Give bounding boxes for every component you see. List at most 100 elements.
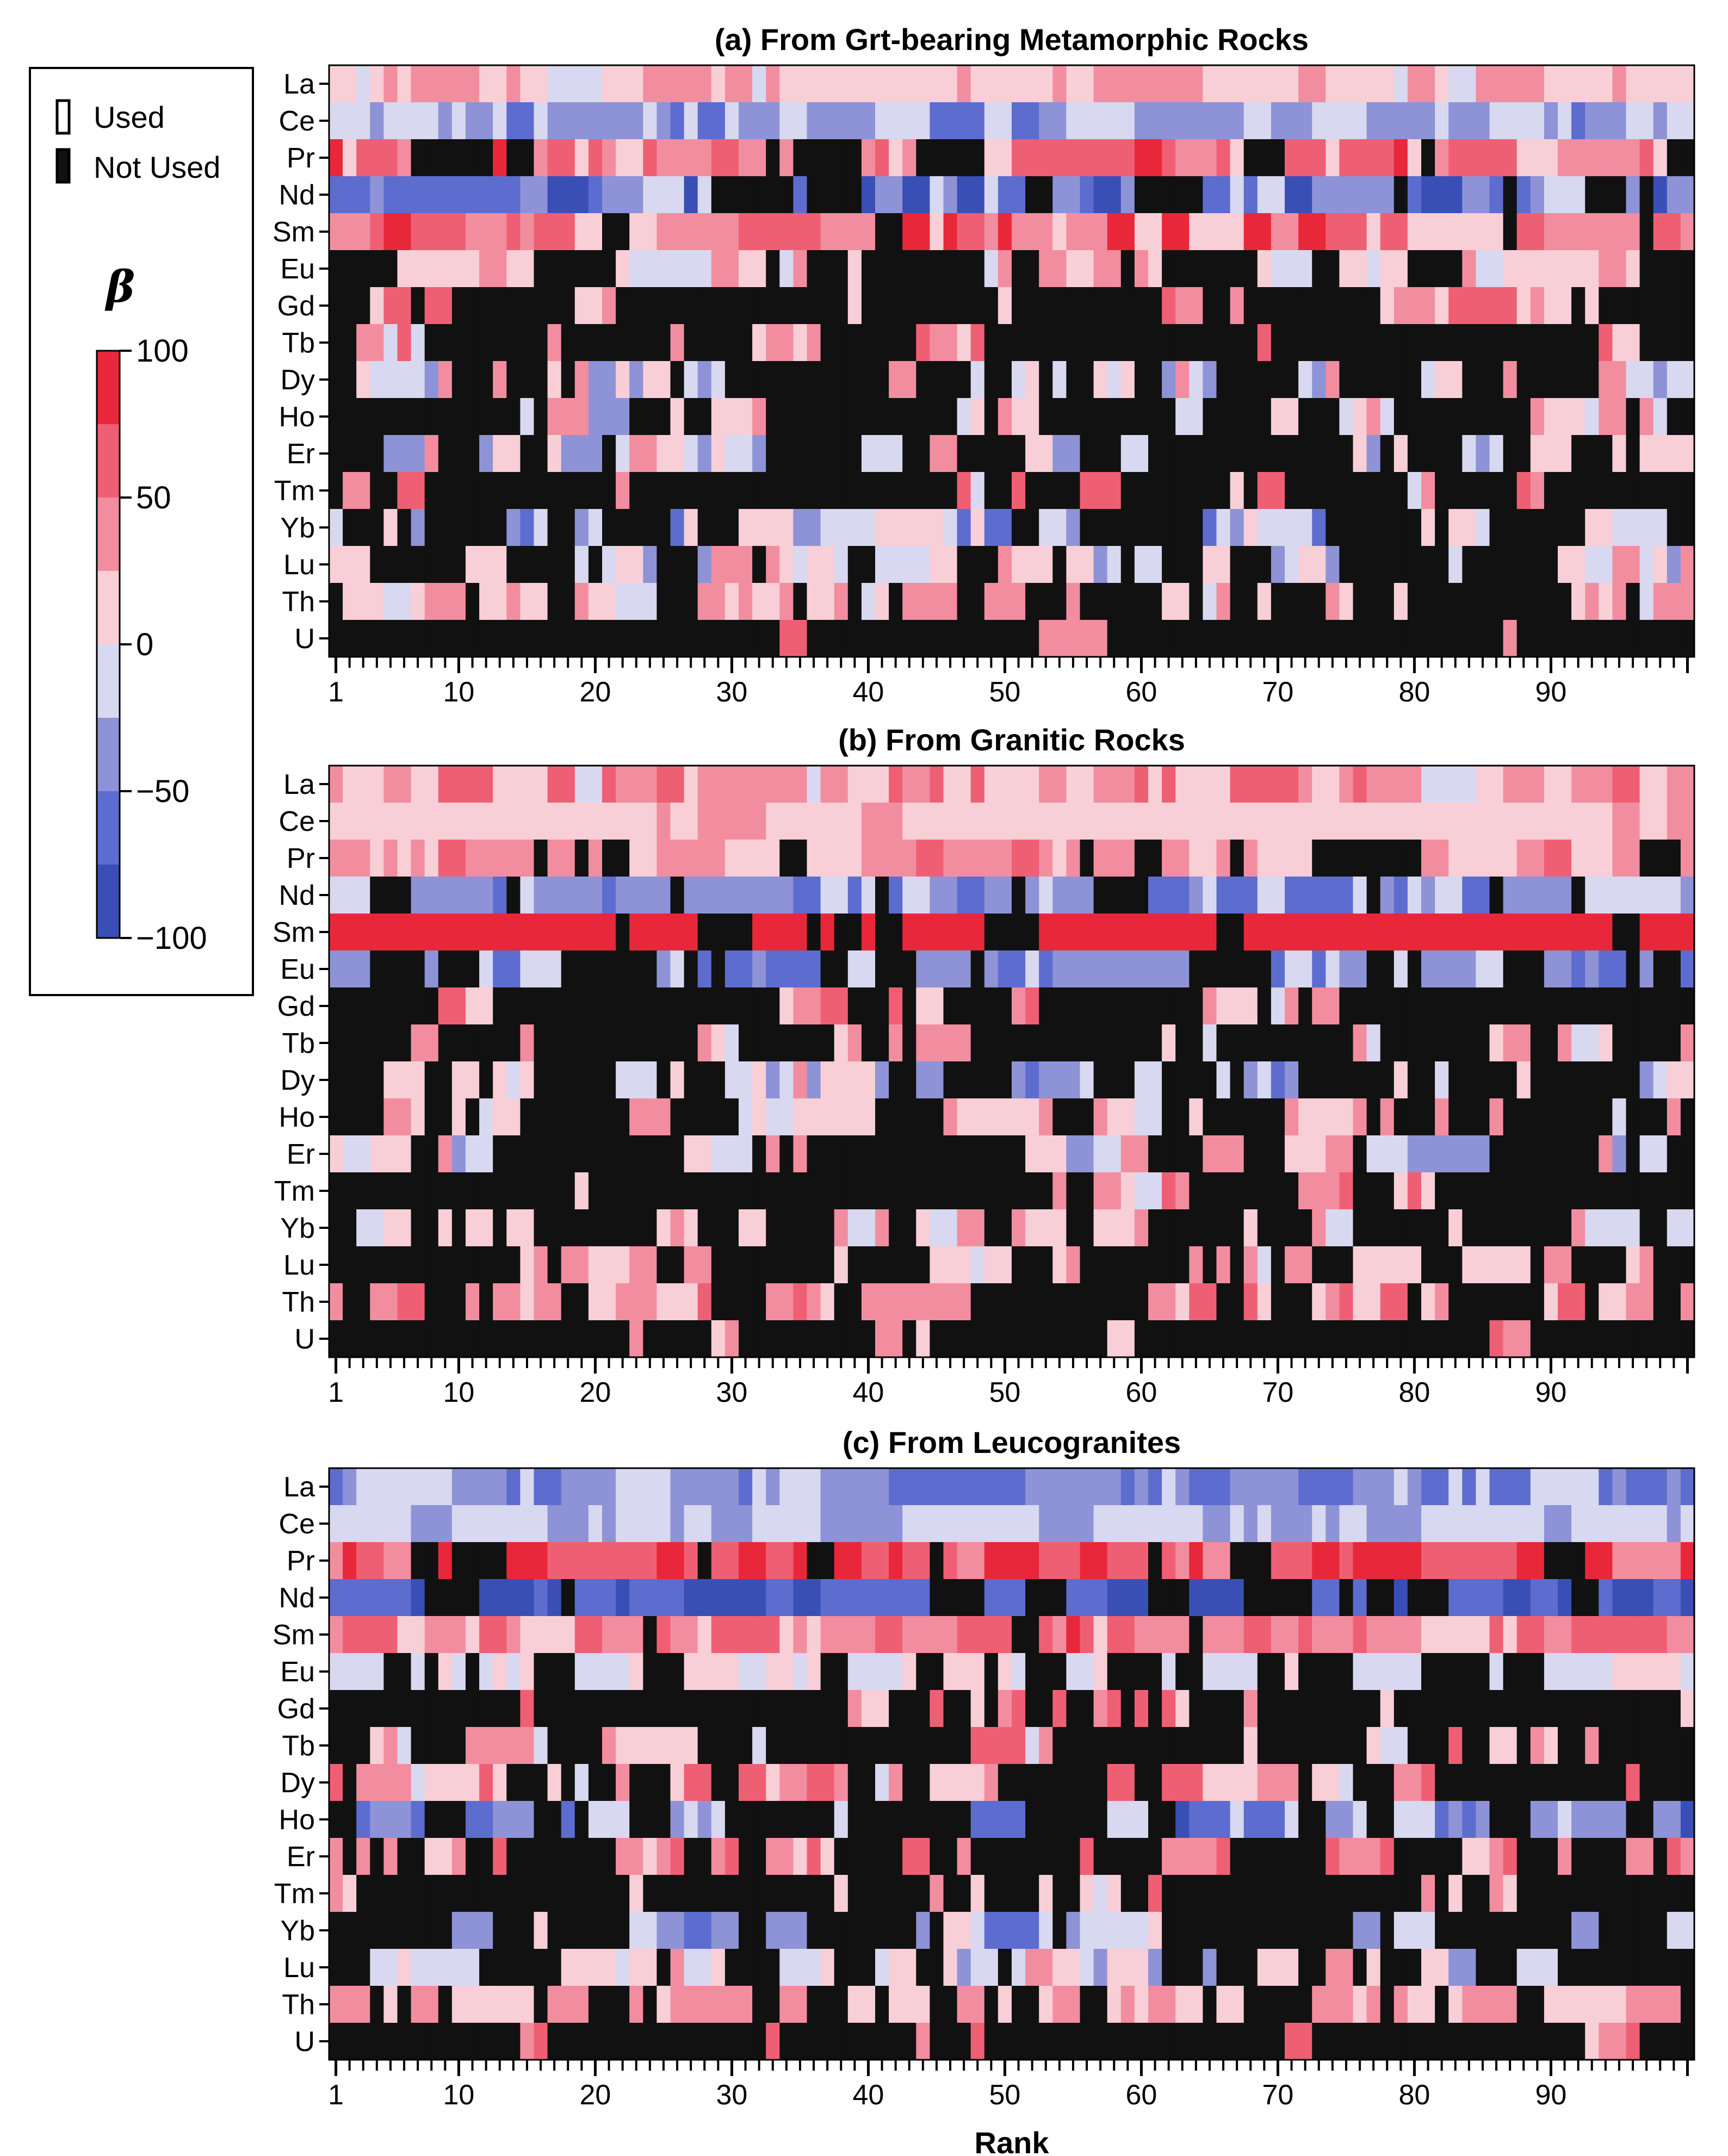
heatmap-cell bbox=[1148, 583, 1162, 620]
row-label-nd: Nd bbox=[279, 179, 315, 211]
heatmap-cell bbox=[902, 1283, 916, 1321]
heatmap-cell bbox=[943, 1135, 958, 1173]
heatmap-cell bbox=[998, 1024, 1012, 1062]
heatmap-cell bbox=[561, 840, 575, 877]
heatmap-cell bbox=[1353, 1653, 1367, 1691]
heatmap-cell bbox=[1326, 287, 1340, 325]
heatmap-cell bbox=[889, 1135, 903, 1173]
heatmap-cell bbox=[1639, 1801, 1654, 1838]
heatmap-cell bbox=[329, 1468, 343, 1506]
heatmap-cell bbox=[438, 1246, 453, 1284]
heatmap-cell bbox=[1476, 435, 1490, 473]
heatmap-cell bbox=[1134, 324, 1149, 362]
heatmap-cell bbox=[1435, 766, 1449, 803]
heatmap-cell bbox=[847, 1283, 862, 1321]
heatmap-cell bbox=[930, 583, 944, 620]
heatmap-cell bbox=[1585, 1135, 1599, 1173]
heatmap-cell bbox=[1366, 139, 1381, 177]
heatmap-cell bbox=[902, 1912, 916, 1949]
heatmap-cell bbox=[1012, 398, 1026, 436]
heatmap-cell bbox=[1544, 987, 1558, 1025]
heatmap-cell bbox=[1107, 877, 1122, 914]
heatmap-cell bbox=[1148, 1468, 1162, 1506]
heatmap-cell bbox=[889, 766, 903, 803]
heatmap-cell bbox=[343, 950, 357, 988]
heatmap-cell bbox=[1353, 803, 1367, 840]
heatmap-cell bbox=[1380, 766, 1395, 803]
heatmap-cell bbox=[684, 1616, 698, 1654]
heatmap-cell bbox=[1230, 583, 1244, 620]
heatmap-cell bbox=[534, 1801, 548, 1838]
heatmap-cell bbox=[1257, 102, 1272, 140]
heatmap-cell bbox=[1530, 1838, 1545, 1875]
heatmap-cell bbox=[451, 213, 466, 251]
heatmap-cell bbox=[957, 1135, 971, 1173]
heatmap-cell bbox=[766, 987, 780, 1025]
heatmap-cell bbox=[984, 1246, 999, 1284]
heatmap-cell bbox=[1230, 546, 1244, 583]
heatmap-cell bbox=[520, 1949, 535, 1986]
heatmap-cell bbox=[424, 509, 439, 546]
heatmap-cell bbox=[766, 1468, 780, 1506]
heatmap-cell bbox=[520, 1875, 535, 1912]
heatmap-cell bbox=[984, 877, 999, 914]
heatmap-cell bbox=[1558, 1690, 1572, 1728]
heatmap-cell bbox=[451, 1616, 466, 1654]
heatmap-cell bbox=[1230, 1209, 1244, 1247]
heatmap-cell bbox=[957, 324, 971, 362]
heatmap-cell bbox=[356, 1764, 370, 1801]
heatmap-cell bbox=[697, 1912, 712, 1949]
heatmap-cell bbox=[930, 1320, 944, 1358]
heatmap-cell bbox=[1476, 766, 1490, 803]
heatmap-cell bbox=[1162, 766, 1176, 803]
heatmap-cell bbox=[902, 583, 916, 620]
heatmap-cell bbox=[697, 583, 712, 620]
heatmap-cell bbox=[1326, 1098, 1340, 1136]
heatmap-cell bbox=[1339, 1764, 1354, 1801]
heatmap-cell bbox=[1107, 1320, 1122, 1358]
heatmap-cell bbox=[616, 1209, 630, 1247]
heatmap-cell bbox=[411, 1283, 425, 1321]
heatmap-cell bbox=[343, 361, 357, 399]
heatmap-cell bbox=[1216, 1172, 1231, 1210]
heatmap-cell bbox=[343, 1542, 357, 1580]
heatmap-cell bbox=[875, 398, 889, 436]
heatmap-cell bbox=[534, 1949, 548, 1986]
heatmap-cell bbox=[930, 287, 944, 325]
heatmap-cell bbox=[1489, 1875, 1504, 1912]
heatmap-cell bbox=[1216, 620, 1231, 657]
heatmap-cell bbox=[329, 1912, 343, 1949]
heatmap-cell bbox=[534, 1172, 548, 1210]
heatmap-cell bbox=[834, 803, 848, 840]
heatmap-cell bbox=[1680, 546, 1695, 583]
heatmap-cell bbox=[356, 1986, 370, 2023]
heatmap-cell bbox=[1120, 840, 1135, 877]
heatmap-cell bbox=[383, 1061, 398, 1099]
heatmap-cell bbox=[520, 1135, 535, 1173]
heatmap-cell bbox=[1380, 546, 1395, 583]
heatmap-cell bbox=[1503, 766, 1518, 803]
heatmap-cell bbox=[1012, 509, 1026, 546]
heatmap-cell bbox=[1326, 1764, 1340, 1801]
heatmap-cell bbox=[1489, 766, 1504, 803]
heatmap-cell bbox=[588, 914, 603, 951]
heatmap-cell bbox=[1175, 1579, 1190, 1617]
heatmap-cell bbox=[1052, 1098, 1067, 1136]
heatmap-cell bbox=[793, 287, 808, 325]
heatmap-cell bbox=[1271, 987, 1285, 1025]
heatmap-cell bbox=[697, 1616, 712, 1654]
heatmap-cell bbox=[1243, 1949, 1258, 1986]
heatmap-cell bbox=[739, 546, 753, 583]
heatmap-cell bbox=[1285, 1172, 1299, 1210]
heatmap-cell bbox=[1667, 1764, 1681, 1801]
heatmap-cell bbox=[656, 1024, 671, 1062]
heatmap-cell bbox=[1667, 287, 1681, 325]
heatmap-cell bbox=[1448, 950, 1463, 988]
heatmap-cell bbox=[1216, 1061, 1231, 1099]
heatmap-cell bbox=[1435, 213, 1449, 251]
heatmap-cell bbox=[739, 250, 753, 288]
heatmap-cell bbox=[820, 1320, 835, 1358]
heatmap-cell bbox=[1134, 840, 1149, 877]
heatmap-cell bbox=[547, 1690, 562, 1728]
heatmap-cell bbox=[916, 324, 930, 362]
